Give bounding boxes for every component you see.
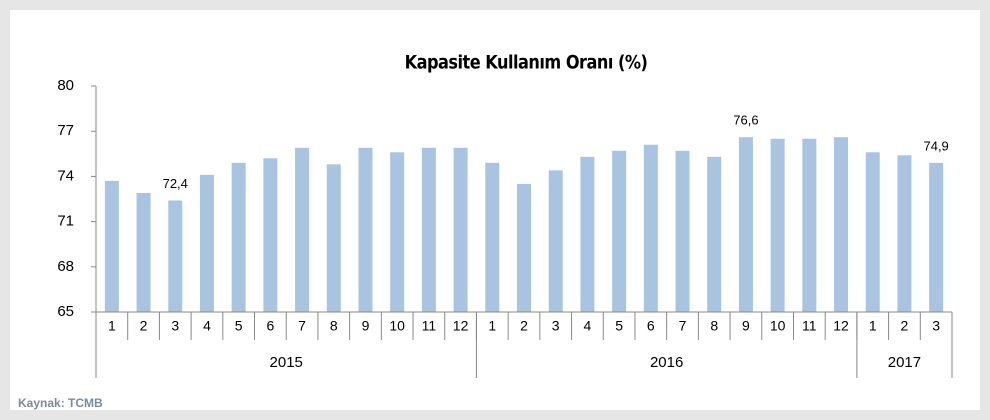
y-tick-label: 74 xyxy=(57,167,74,184)
bar xyxy=(199,174,214,312)
bar xyxy=(548,170,563,312)
bar xyxy=(390,152,405,312)
x-tick-label: 3 xyxy=(552,318,560,334)
data-label: 72,4 xyxy=(163,176,188,191)
bar xyxy=(295,147,310,312)
bar xyxy=(358,147,373,312)
bar xyxy=(675,150,690,312)
y-tick-label: 68 xyxy=(57,258,74,275)
x-tick-label: 1 xyxy=(869,318,877,334)
chart-title: Kapasite Kullanım Oranı (%) xyxy=(405,52,648,74)
x-tick-label: 2 xyxy=(901,318,909,334)
y-tick-label: 80 xyxy=(57,77,74,94)
x-tick-label: 4 xyxy=(203,318,211,334)
bar xyxy=(517,183,531,312)
bar xyxy=(326,164,341,312)
bar xyxy=(421,147,436,312)
bar xyxy=(168,200,183,312)
x-tick-label: 2 xyxy=(140,318,148,334)
bar xyxy=(612,150,627,312)
y-tick-label: 71 xyxy=(57,213,74,230)
x-tick-label: 1 xyxy=(108,318,116,334)
bar xyxy=(263,158,278,312)
bar xyxy=(929,162,944,312)
x-tick-label: 7 xyxy=(679,318,687,334)
x-tick-label: 8 xyxy=(330,318,338,334)
x-tick-label: 3 xyxy=(932,318,940,334)
bar xyxy=(865,152,880,312)
group-label: 2015 xyxy=(270,354,303,371)
x-tick-label: 11 xyxy=(422,318,437,334)
data-label: 74,9 xyxy=(923,138,948,153)
x-tick-label: 3 xyxy=(171,318,179,334)
y-tick-label: 65 xyxy=(57,303,74,320)
bar xyxy=(453,147,468,312)
x-tick-label: 7 xyxy=(298,318,306,334)
bar xyxy=(802,138,817,312)
x-tick-label: 2 xyxy=(520,318,528,334)
bar xyxy=(485,162,500,312)
group-label: 2016 xyxy=(650,354,683,371)
x-tick-label: 11 xyxy=(802,318,817,334)
bar xyxy=(136,192,151,312)
x-tick-label: 1 xyxy=(488,318,496,334)
data-label: 76,6 xyxy=(733,113,758,128)
bar xyxy=(770,138,785,312)
x-tick-label: 6 xyxy=(266,318,274,334)
x-tick-label: 10 xyxy=(770,318,786,334)
x-tick-label: 9 xyxy=(362,318,370,334)
x-tick-label: 5 xyxy=(615,318,623,334)
bar xyxy=(231,162,246,312)
bar xyxy=(643,144,658,312)
group-label: 2017 xyxy=(888,354,921,371)
x-tick-label: 12 xyxy=(833,318,849,334)
x-tick-label: 8 xyxy=(710,318,718,334)
x-tick-label: 10 xyxy=(389,318,405,334)
x-tick-label: 5 xyxy=(235,318,243,334)
bar xyxy=(897,155,912,312)
bar xyxy=(580,156,595,312)
bar xyxy=(738,137,753,312)
source: Kaynak: TCMB xyxy=(18,396,103,410)
y-tick-label: 77 xyxy=(57,122,74,139)
x-tick-label: 9 xyxy=(742,318,750,334)
bar xyxy=(834,137,849,312)
bar xyxy=(104,180,119,312)
bar xyxy=(707,156,722,312)
x-tick-label: 4 xyxy=(584,318,592,334)
x-tick-label: 6 xyxy=(647,318,655,334)
x-tick-label: 12 xyxy=(453,318,469,334)
